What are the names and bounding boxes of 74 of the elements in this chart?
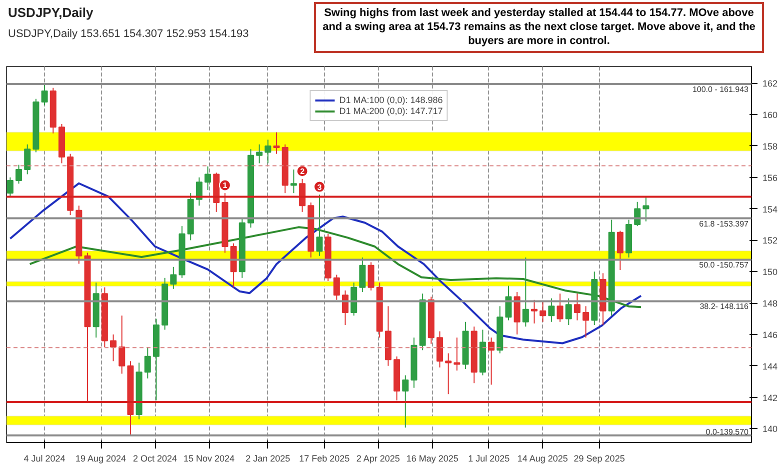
candlestick (144, 346, 151, 379)
candlestick (290, 169, 297, 194)
candlestick (333, 274, 340, 300)
candlestick (642, 196, 650, 222)
candlestick (6, 176, 14, 197)
candlestick (574, 293, 580, 321)
annotation: 100.0 - 161.943 (692, 85, 750, 94)
candlestick (196, 176, 202, 206)
candlestick (256, 144, 263, 164)
x-tick-label: 17 Feb 2025 (299, 454, 350, 464)
candlestick (110, 334, 117, 362)
line-series (28, 226, 642, 308)
candlestick (316, 194, 323, 256)
annotation: 50.0 -150.757 (699, 260, 750, 270)
legend-label: D1 MA:100 (0,0): 148.986 (339, 95, 443, 105)
annotation: 61.8 -153.397 (699, 219, 750, 228)
candlestick (505, 285, 512, 321)
candlestick (342, 290, 349, 326)
candlestick (16, 164, 22, 184)
candlestick (616, 230, 624, 271)
y-tick-label: 144 (762, 361, 778, 372)
y-tick-label: 152 (762, 236, 778, 246)
x-tick-label: 1 Jul 2025 (468, 454, 510, 464)
candlestick (359, 256, 366, 293)
annotation: 2 (300, 167, 306, 176)
candlestick (454, 337, 460, 372)
candlestick (436, 330, 444, 368)
candlestick (540, 300, 546, 322)
candlestick (299, 178, 306, 212)
x-tick-label: 15 Nov 2024 (183, 454, 235, 464)
x-tick-label: 16 May 2025 (406, 454, 458, 464)
x-tick-label: 29 Sep 2025 (574, 454, 625, 464)
candlestick (118, 315, 126, 374)
annotation: 1 (222, 181, 228, 190)
legend-label: D1 MA:200 (0,0): 147.717 (339, 106, 443, 116)
chart-subtitle: USDJPY,Daily 153.651 154.307 152.953 154.193 (8, 26, 249, 42)
candlestick (582, 306, 590, 338)
x-tick-label: 14 Aug 2025 (517, 454, 568, 464)
candlestick (264, 139, 272, 164)
candlestick (522, 256, 529, 328)
candlestick (273, 132, 280, 154)
y-tick-label: 156 (762, 172, 778, 183)
candlestick (556, 293, 564, 322)
chart-title: USDJPY,Daily (8, 4, 94, 22)
candlestick (204, 166, 212, 190)
y-tick-label: 148 (762, 298, 778, 309)
x-tick-label: 19 Aug 2024 (75, 454, 126, 464)
candlestick (368, 262, 374, 291)
candlestick (24, 144, 31, 175)
x-tick-label: 2 Jan 2025 (246, 454, 290, 464)
candlestick (548, 298, 555, 322)
y-tick-label: 154 (762, 204, 778, 214)
candlestick (488, 337, 495, 386)
candlestick (41, 84, 48, 106)
candlestick (402, 374, 409, 428)
y-tick-label: 162 (762, 78, 778, 89)
y-tick-label: 160 (762, 110, 778, 120)
x-tick-label: 2 Apr 2025 (356, 454, 400, 464)
x-tick-label: 4 Jul 2024 (24, 454, 66, 464)
candlestick (445, 352, 452, 395)
candlestick (531, 299, 538, 324)
y-tick-label: 150 (762, 267, 778, 278)
y-tick-label: 140 (762, 424, 778, 434)
candlestick (565, 298, 572, 326)
y-tick-label: 142 (762, 392, 778, 403)
text: Swing highs from last week and yesterday stalled at 154.44 to 154.77. MOve above and a swing area at 154.73 remains as the next close target. Move above it, and the buyers are more in control. (314, 2, 764, 54)
line-series (9, 182, 642, 344)
annotation: 0.0-139.570 (706, 427, 750, 436)
y-tick-label: 146 (762, 330, 778, 340)
annotation: 38.2- 148.116 (700, 302, 750, 312)
x-tick-label: 2 Oct 2024 (132, 454, 178, 464)
y-tick-label: 158 (762, 141, 778, 152)
annotation: 3 (317, 182, 322, 192)
candlestick (170, 266, 177, 290)
